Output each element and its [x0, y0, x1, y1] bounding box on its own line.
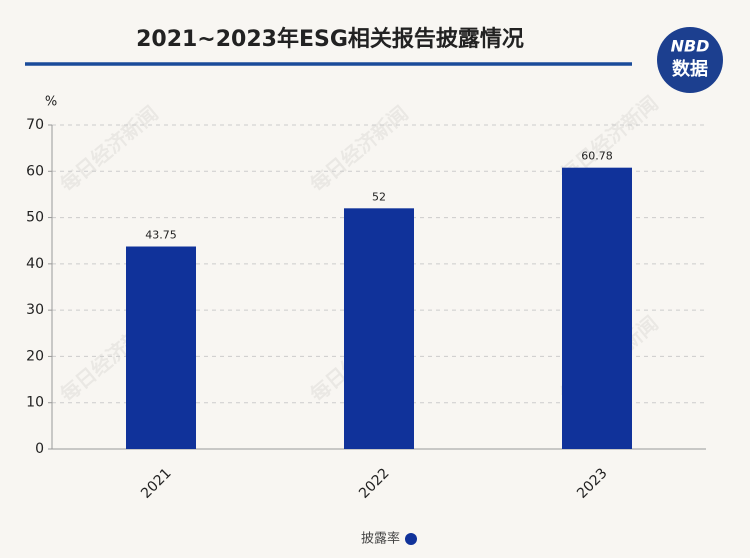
bar [562, 167, 632, 450]
y-tick-label: 50 [26, 210, 44, 226]
bar [344, 208, 414, 449]
logo-top: NBD [671, 37, 710, 56]
y-tick-label: 60 [26, 163, 44, 179]
data-label: 60.78 [581, 150, 613, 163]
logo-bottom: 数据 [672, 58, 708, 80]
y-tick-label: 30 [26, 302, 44, 318]
legend-swatch [405, 533, 417, 545]
y-tick-label: 0 [35, 441, 44, 457]
logo [657, 27, 723, 93]
y-tick-label: 70 [26, 117, 44, 133]
y-axis-label: % [45, 95, 57, 110]
y-tick-label: 40 [26, 256, 44, 272]
legend-label: 披露率 [361, 531, 400, 547]
y-tick-label: 10 [26, 395, 44, 411]
data-label: 43.75 [145, 229, 177, 242]
data-label: 52 [372, 190, 386, 203]
y-tick-label: 20 [26, 348, 44, 364]
bar [126, 246, 196, 449]
chart-title: 2021~2023年ESG相关报告披露情况 [136, 26, 524, 52]
